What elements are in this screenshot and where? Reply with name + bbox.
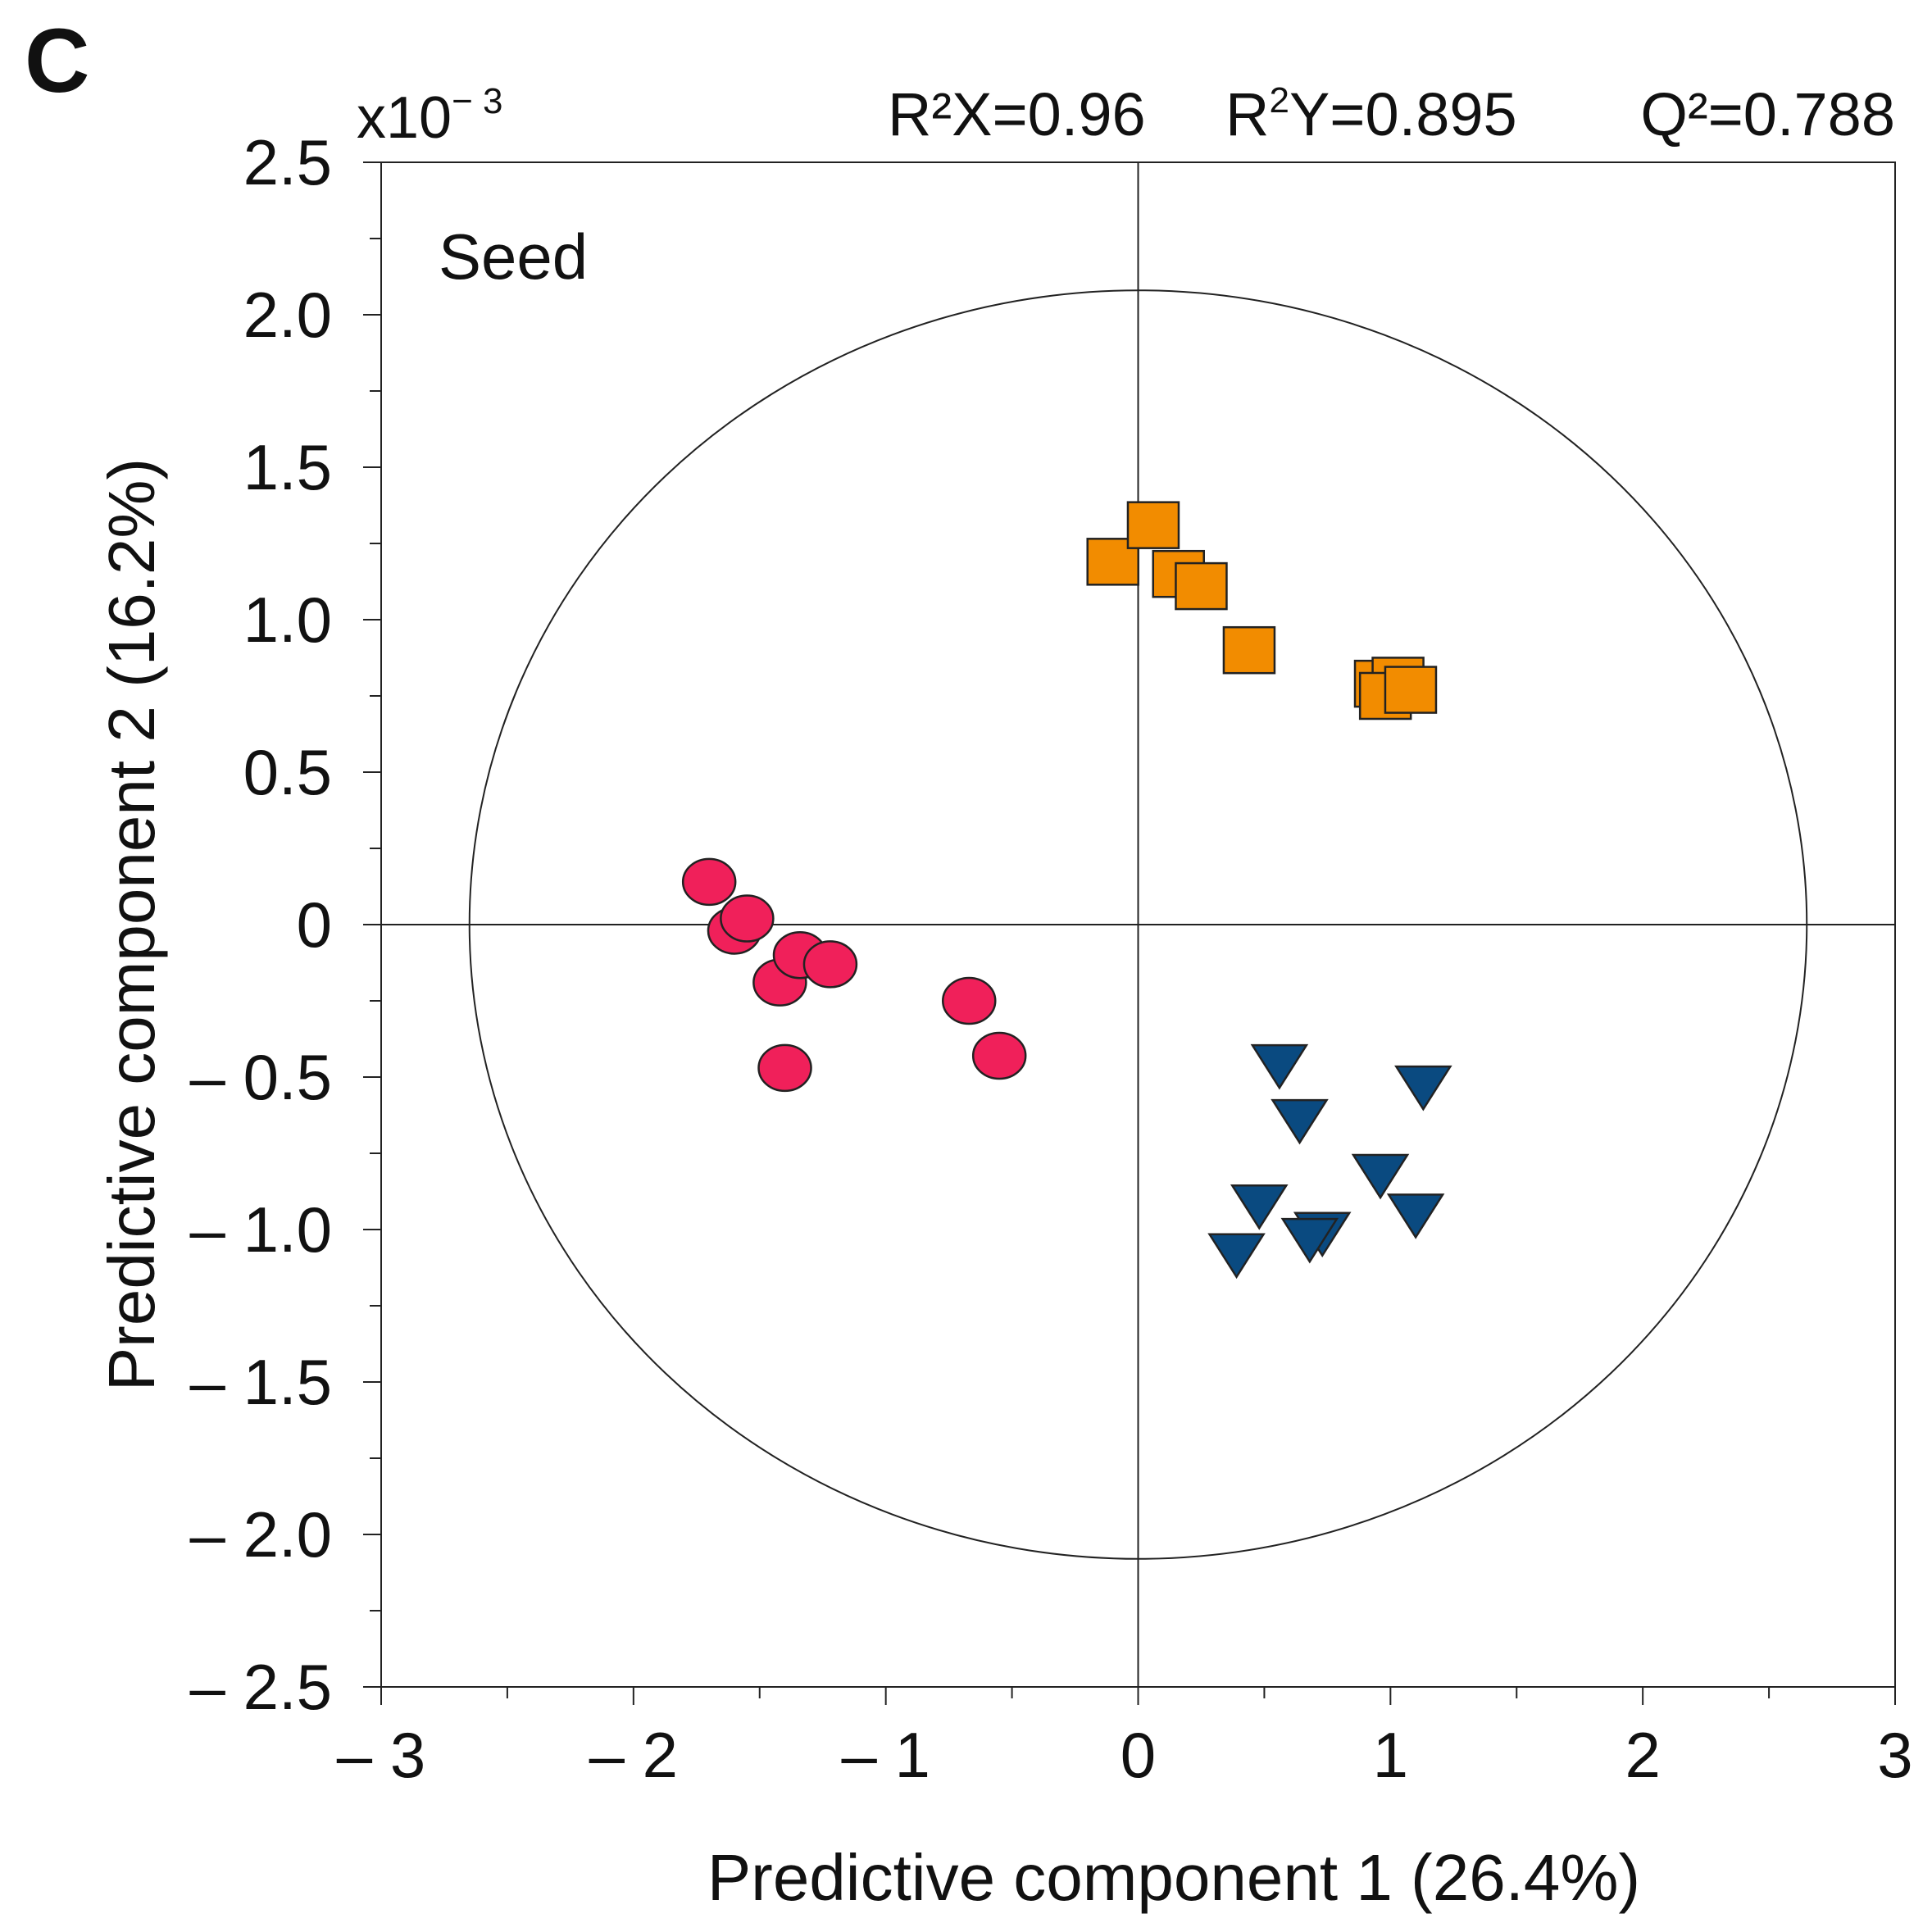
triangle-down-marker [1280, 1217, 1339, 1264]
annotation-seed: Seed [439, 220, 588, 293]
triangle-down-marker [1394, 1065, 1452, 1111]
triangle-down-marker [1230, 1184, 1289, 1230]
y-tick-label: 2.5 [243, 126, 332, 198]
circle-marker [942, 976, 997, 1025]
y-tick-label: – 2.5 [190, 1651, 332, 1723]
x-tick-label: – 3 [337, 1719, 425, 1791]
x-tick-label: – 1 [841, 1719, 930, 1791]
y-tick-label: 0 [297, 889, 332, 961]
triangle-down-marker [1271, 1098, 1329, 1145]
x-tick-label: 2 [1625, 1719, 1660, 1791]
r2y-suffix: Y=0.895 [1289, 80, 1517, 148]
panel-label: C [25, 11, 89, 111]
y-tick-label: – 0.5 [190, 1041, 332, 1113]
circle-marker [681, 857, 737, 907]
r2x-stat: R²X=0.96 [888, 80, 1146, 148]
y-tick-label: 2.0 [243, 279, 332, 351]
x-axis-label: Predictive component 1 (26.4%) [707, 1841, 1640, 1914]
square-marker [1384, 666, 1438, 714]
y-tick-label: – 2.0 [190, 1498, 332, 1571]
circle-marker [720, 894, 775, 943]
x-tick-label: 0 [1121, 1719, 1156, 1791]
x-tick-label: – 2 [589, 1719, 678, 1791]
square-marker [1222, 625, 1276, 675]
scale-multiplier: x10− 3 [357, 81, 502, 151]
triangle-down-marker [1351, 1153, 1410, 1200]
y-tick-label: 0.5 [243, 736, 332, 808]
triangle-down-marker [1207, 1233, 1266, 1280]
scale-base: x10 [357, 85, 452, 151]
y-axis-label: Predictive component 2 (16.2%) [95, 458, 168, 1391]
x-tick-label: 3 [1877, 1719, 1912, 1791]
y-tick-label: – 1.0 [190, 1193, 332, 1266]
y-tick-label: – 1.5 [190, 1346, 332, 1418]
confidence-ellipse [468, 289, 1808, 1560]
q2-stat: Q²=0.788 [1640, 80, 1895, 148]
triangle-down-marker [1250, 1043, 1309, 1090]
circle-marker [802, 940, 858, 989]
x-tick-label: 1 [1373, 1719, 1408, 1791]
series-square [1086, 501, 1438, 721]
triangle-down-marker [1386, 1193, 1445, 1239]
y-tick-label: 1.5 [243, 431, 332, 503]
model-stats: R²X=0.96 R2Y=0.895 Q²=0.788 [888, 80, 1895, 148]
scale-exponent: − 3 [452, 81, 502, 121]
r2y-prefix: R [1225, 80, 1269, 148]
square-marker [1126, 501, 1180, 549]
series-triangle-down [1207, 1043, 1452, 1280]
y-axis-ticks: 2.5 2.0 1.5 1.0 0.5 0 – 0.5 – 1.0 – 1.5 – 2.0 – 2.… [190, 126, 381, 1723]
circle-marker [757, 1043, 812, 1093]
square-marker [1175, 561, 1228, 611]
r2y-superscript: 2 [1269, 80, 1289, 120]
y-tick-label: 1.0 [243, 584, 332, 656]
circle-marker [971, 1031, 1027, 1080]
x-axis-ticks: – 3 – 2 – 1 0 1 2 3 [337, 1687, 1913, 1791]
series-circle [681, 857, 1027, 1093]
plot-area: – 3 – 2 – 1 0 1 2 3 2.5 2.0 1.5 1.0 0.5 0 – 0.5 – 1.0 –… [190, 126, 1913, 1791]
r2y-stat: R2Y=0.895 [1225, 80, 1517, 148]
